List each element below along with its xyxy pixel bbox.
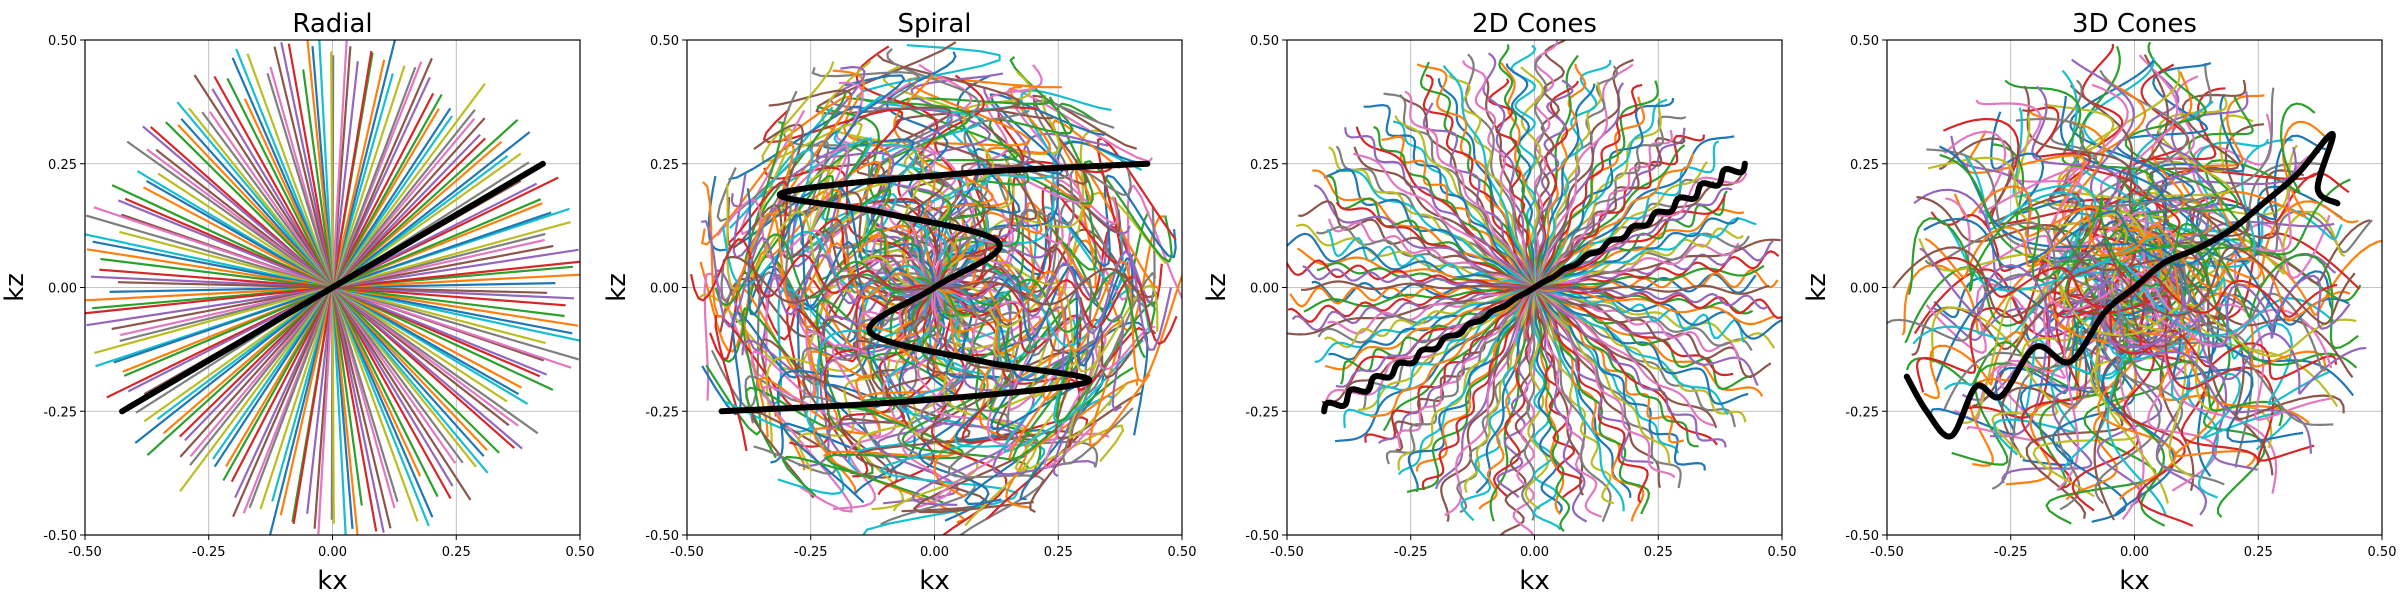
x-tick-label: 0.25 bbox=[1044, 545, 1073, 560]
y-axis-label: kz bbox=[1802, 273, 1832, 302]
x-tick-label: 0.00 bbox=[920, 545, 949, 560]
y-tick-label: -0.50 bbox=[1845, 529, 1879, 544]
x-tick-label: -0.25 bbox=[1394, 545, 1428, 560]
y-axis-label: kz bbox=[1202, 273, 1232, 302]
trajectory-line bbox=[1953, 185, 2327, 372]
x-tick-label: 0.50 bbox=[1768, 545, 1797, 560]
trajectory-line bbox=[2004, 79, 2266, 518]
y-tick-label: -0.50 bbox=[645, 529, 679, 544]
trajectory-line bbox=[1939, 153, 2358, 369]
x-tick-label: -0.50 bbox=[670, 545, 704, 560]
x-tick-label: 0.00 bbox=[2120, 545, 2149, 560]
x-tick-label: 0.25 bbox=[1644, 545, 1673, 560]
x-tick-label: 0.00 bbox=[318, 545, 347, 560]
trajectory-line bbox=[1991, 87, 2275, 490]
trajectory-line bbox=[2020, 87, 2226, 490]
y-tick-label: 0.00 bbox=[650, 282, 679, 297]
trajectory-line bbox=[2012, 107, 2293, 451]
x-axis-label: kx bbox=[2119, 566, 2149, 596]
chart-title: 2D Cones bbox=[1472, 9, 1597, 39]
y-tick-label: 0.50 bbox=[1850, 34, 1879, 49]
y-tick-label: -0.25 bbox=[1245, 405, 1279, 420]
x-tick-label: -0.25 bbox=[1994, 545, 2028, 560]
x-axis-label: kx bbox=[317, 566, 347, 596]
x-tick-label: 0.50 bbox=[2368, 545, 2397, 560]
trajectory-line bbox=[1953, 150, 2321, 421]
trajectory-line bbox=[1924, 215, 2351, 322]
highlighted-trajectory bbox=[1321, 160, 1748, 415]
trajectory-line bbox=[1918, 238, 2357, 358]
y-tick-label: 0.50 bbox=[650, 34, 679, 49]
chart-title: Radial bbox=[292, 9, 372, 39]
chart-title: Spiral bbox=[897, 9, 971, 39]
y-tick-label: 0.00 bbox=[1250, 282, 1279, 297]
panel-2d-cones: -0.50 -0.25 0.00 0.25 0.50 -0.50 -0.25 0.00 0.25… bbox=[1202, 9, 1796, 596]
y-tick-label: 0.50 bbox=[1250, 34, 1279, 49]
trajectory-line bbox=[1916, 195, 2354, 378]
x-tick-label: 0.25 bbox=[442, 545, 471, 560]
trajectory-line bbox=[1923, 210, 2350, 326]
trajectory-line bbox=[1919, 248, 2351, 349]
trajectory-line bbox=[1927, 156, 2339, 407]
y-tick-label: -0.50 bbox=[1245, 529, 1279, 544]
y-axis-label: kz bbox=[602, 273, 632, 302]
y-tick-label: 0.00 bbox=[1850, 282, 1879, 297]
y-tick-label: 0.25 bbox=[48, 158, 77, 173]
y-axis-label: kz bbox=[0, 273, 30, 302]
highlighted-trajectory bbox=[1903, 131, 2341, 440]
y-tick-label: -0.25 bbox=[1845, 405, 1879, 420]
trajectory-line bbox=[1892, 241, 2356, 325]
y-tick-label: 0.25 bbox=[650, 158, 679, 173]
x-axis-label: kx bbox=[1519, 566, 1549, 596]
y-tick-label: 0.50 bbox=[48, 34, 77, 49]
x-tick-label: 0.00 bbox=[1520, 545, 1549, 560]
x-tick-label: 0.25 bbox=[2244, 545, 2273, 560]
chart-title: 3D Cones bbox=[2072, 9, 2197, 39]
trajectory-lines bbox=[689, 41, 1182, 535]
x-tick-label: 0.50 bbox=[1168, 545, 1197, 560]
panel-spiral: -0.50 -0.25 0.00 0.25 0.50 -0.50 -0.25 0.00 0.25… bbox=[602, 9, 1196, 596]
y-tick-label: -0.25 bbox=[43, 405, 77, 420]
x-tick-label: -0.25 bbox=[192, 545, 226, 560]
x-tick-label: -0.50 bbox=[1270, 545, 1304, 560]
x-tick-label: -0.50 bbox=[68, 545, 102, 560]
x-axis-label: kx bbox=[919, 566, 949, 596]
panel-3d-cones: -0.50 -0.25 0.00 0.25 0.50 -0.50 -0.25 0.00 0.25… bbox=[1802, 9, 2396, 596]
trajectory-line bbox=[1944, 138, 2293, 421]
x-tick-label: 0.50 bbox=[566, 545, 595, 560]
y-tick-label: 0.25 bbox=[1850, 158, 1879, 173]
y-tick-label: 0.00 bbox=[48, 282, 77, 297]
highlighted-trajectory bbox=[718, 160, 1151, 415]
y-tick-label: 0.25 bbox=[1250, 158, 1279, 173]
x-tick-label: -0.25 bbox=[794, 545, 828, 560]
trajectory-lines bbox=[1887, 41, 2382, 527]
x-tick-label: -0.50 bbox=[1870, 545, 1904, 560]
y-tick-label: -0.50 bbox=[43, 529, 77, 544]
trajectory-line bbox=[1931, 256, 2338, 318]
highlighted-trajectory bbox=[119, 160, 546, 415]
y-tick-label: -0.25 bbox=[645, 405, 679, 420]
panel-radial: -0.50 -0.25 0.00 0.25 0.50 -0.50 -0.25 0.00 0.25… bbox=[0, 9, 594, 596]
trajectory-line bbox=[2043, 103, 2193, 478]
